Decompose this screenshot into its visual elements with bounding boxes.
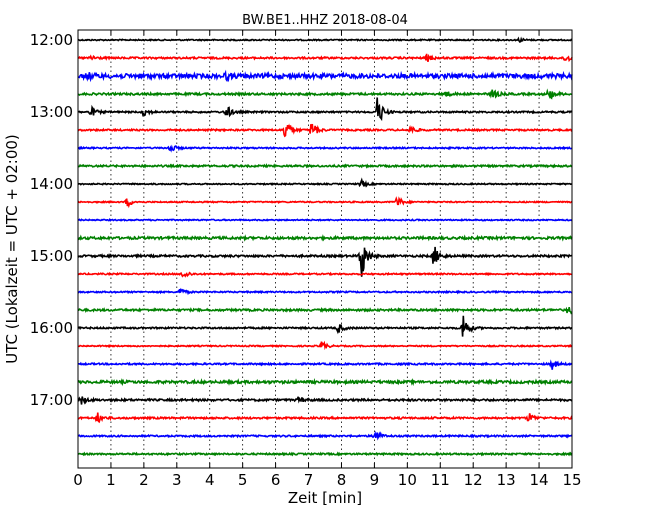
trace-1415: [77, 196, 573, 209]
y-tick-label: 15:00: [30, 247, 73, 265]
y-tick-label: 14:00: [30, 175, 73, 193]
trace-1515: [77, 271, 573, 278]
trace-1745: [77, 451, 573, 457]
x-tick-label: 14: [530, 471, 549, 489]
x-tick-label: 6: [271, 471, 281, 489]
x-tick-label: 10: [398, 471, 417, 489]
trace-1315: [77, 123, 573, 138]
trace-1345: [77, 163, 573, 169]
x-axis-label: Zeit [min]: [288, 489, 362, 507]
trace-1730: [77, 430, 573, 441]
y-tick-label: 17:00: [30, 391, 73, 409]
y-axis-label: UTC (Lokalzeit = UTC + 02:00): [3, 134, 21, 364]
traces: [77, 36, 573, 457]
plot-frame: [77, 29, 573, 469]
trace-1445: [77, 234, 573, 242]
trace-1330: [77, 144, 573, 153]
x-tick-label: 15: [562, 471, 581, 489]
trace-1700: [77, 396, 573, 405]
trace-1530: [77, 287, 573, 296]
y-tick-label: 13:00: [30, 103, 73, 121]
x-tick-label: 5: [238, 471, 248, 489]
trace-1545: [78, 306, 573, 315]
x-tick-label: 7: [304, 471, 314, 489]
x-tick-label: 11: [431, 471, 450, 489]
x-tick-label: 9: [370, 471, 380, 489]
trace-1500: [77, 246, 573, 277]
y-tick-label: 12:00: [30, 31, 73, 49]
trace-1400: [77, 177, 573, 188]
trace-1645: [77, 377, 573, 387]
trace-1200: [77, 36, 573, 43]
x-tick-label: 1: [106, 471, 116, 489]
x-tick-label: 3: [172, 471, 182, 489]
x-tick-label: 2: [139, 471, 149, 489]
trace-1600: [77, 315, 573, 337]
x-tick-label: 12: [464, 471, 483, 489]
trace-1230: [77, 69, 573, 83]
x-tick-label: 4: [205, 471, 215, 489]
x-axis-ticks: 0 1 2 3 4 5 6 7 8 9 10 11 12 13 14 15: [73, 30, 582, 489]
x-tick-label: 0: [73, 471, 83, 489]
trace-1715: [77, 412, 573, 424]
trace-1300: [77, 97, 573, 122]
trace-1215: [77, 53, 573, 63]
y-tick-label: 16:00: [30, 319, 73, 337]
x-tick-label: 13: [497, 471, 516, 489]
grid: [110, 30, 540, 468]
trace-1245: [77, 88, 573, 100]
trace-1630: [77, 359, 573, 370]
trace-1615: [77, 340, 573, 351]
trace-1430: [77, 217, 573, 222]
y-axis-ticks: 12:00 13:00 14:00 15:00 16:00 17:00: [30, 31, 572, 409]
chart-title: BW.BE1..HHZ 2018-08-04: [242, 13, 408, 28]
x-tick-label: 8: [337, 471, 347, 489]
